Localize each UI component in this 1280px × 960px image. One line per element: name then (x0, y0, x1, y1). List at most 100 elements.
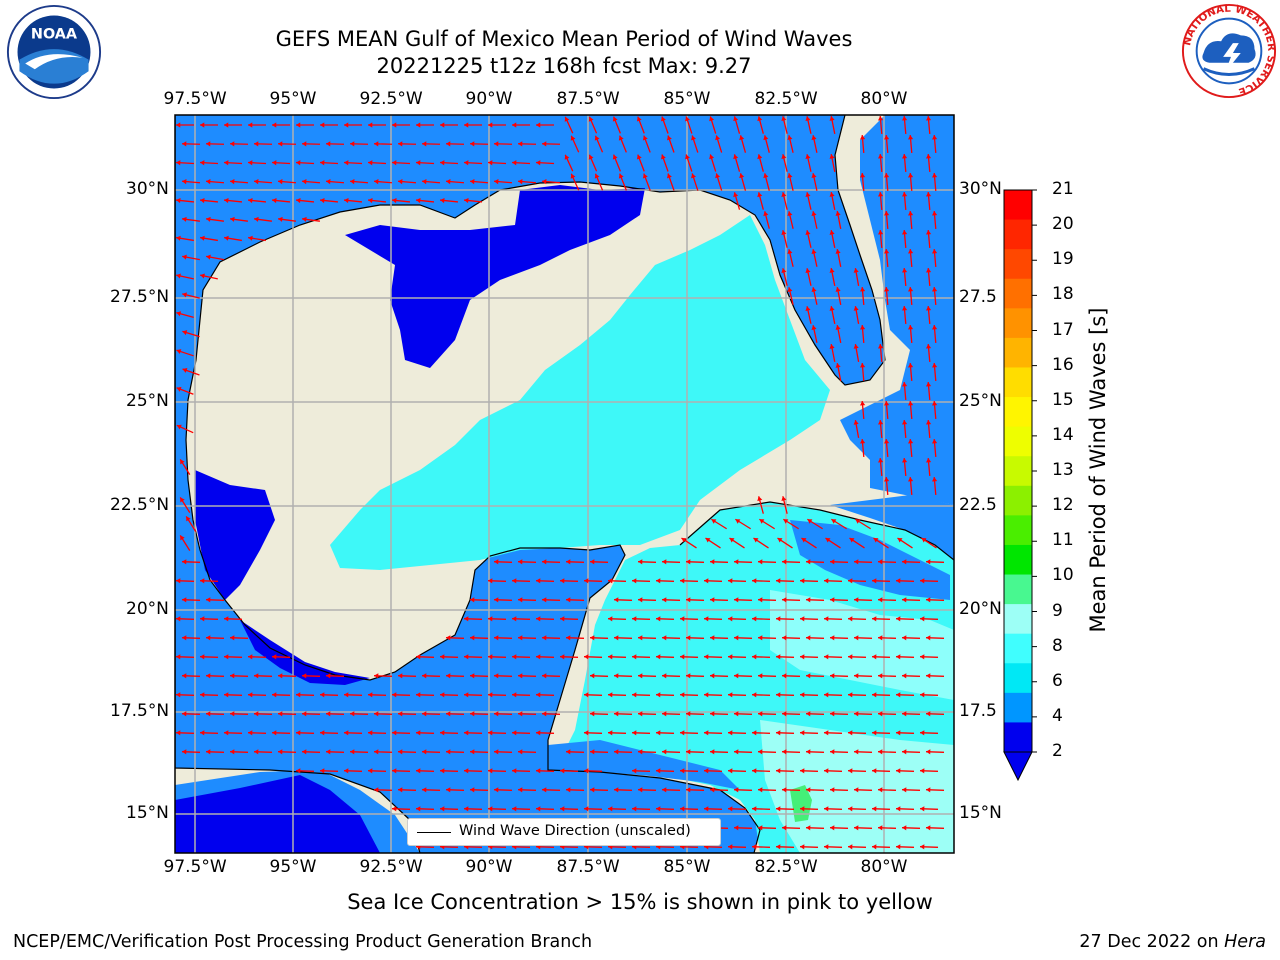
vector-head (824, 806, 829, 812)
vector-head (320, 160, 325, 166)
vector-head (733, 192, 739, 198)
vector-head (584, 654, 589, 660)
vector-head (884, 211, 890, 216)
vector-head (422, 711, 427, 717)
vector-head (902, 749, 907, 755)
vector-head (896, 806, 901, 812)
coordinate-label: 95°W (269, 89, 317, 109)
vector-head (296, 122, 301, 128)
sea-ice-caption: Sea Ice Concentration > 15% is shown in … (347, 890, 933, 914)
vector-head (704, 806, 709, 812)
vector-head (446, 787, 451, 793)
vector-head (230, 635, 235, 641)
vector-head (830, 711, 835, 717)
vector-head (806, 787, 811, 793)
vector-head (854, 749, 859, 755)
vector-head (908, 173, 914, 178)
vector-head (272, 122, 277, 128)
vector-head (853, 420, 859, 425)
vector-head (536, 768, 541, 774)
vector-head (398, 179, 403, 185)
vector-head (776, 654, 781, 660)
vector-head (763, 173, 769, 179)
vector-head (588, 154, 594, 160)
vector-head (176, 197, 181, 204)
vector-head (878, 192, 884, 197)
vector-head (848, 806, 853, 812)
vector-head (182, 597, 187, 603)
vector-head (464, 122, 469, 128)
vector-head (440, 730, 445, 736)
vector-head (614, 597, 619, 603)
colorbar-tick-label: 10 (1052, 565, 1074, 586)
vector-head (518, 787, 523, 793)
vector-head (446, 179, 451, 185)
vector-head (932, 173, 938, 178)
vector-head (566, 597, 571, 603)
vector-head (800, 616, 805, 622)
vector-head (704, 616, 709, 622)
vector-head (638, 711, 643, 717)
colorbar-swatch (1004, 663, 1032, 694)
vector-head (884, 135, 890, 140)
vector-head (787, 287, 793, 293)
vector-head (182, 559, 187, 565)
vector-head (374, 749, 379, 755)
colorbar-swatch (1004, 574, 1032, 605)
vector-head (806, 749, 811, 755)
vector-head (662, 635, 667, 641)
map-frame (174, 114, 955, 854)
vector-head (206, 673, 211, 679)
vector-head (920, 578, 925, 584)
vector-head (734, 597, 739, 603)
vector-head (638, 559, 643, 565)
vector-head (180, 535, 185, 541)
vector-head (224, 235, 229, 241)
vector-head (278, 216, 283, 222)
vector-head (416, 160, 421, 166)
vector-head (200, 273, 205, 279)
vector-head (176, 578, 181, 584)
vector-head (710, 673, 715, 679)
vector-head (176, 424, 182, 430)
coordinate-label: 87.5°W (556, 89, 620, 109)
vector-head (398, 673, 403, 679)
vector-head (932, 249, 938, 254)
colorbar-extend-arrow (1003, 751, 1033, 782)
colorbar-tick-label: 19 (1052, 249, 1074, 270)
vector-head (494, 749, 499, 755)
vector-head (182, 635, 187, 641)
coordinate-label: 15°N (959, 803, 1002, 823)
vector-head (806, 825, 811, 831)
vector-head (560, 806, 565, 812)
vector-head (302, 673, 307, 679)
vector-head (805, 230, 811, 235)
vector-head (662, 673, 667, 679)
vector-head (464, 768, 469, 774)
coordinate-label: 25°N (959, 391, 1002, 411)
vector-head (758, 559, 763, 565)
vector-head (805, 116, 811, 121)
vector-head (734, 711, 739, 717)
vector-head (783, 519, 789, 524)
vector-head (248, 235, 253, 241)
vector-head (926, 749, 931, 755)
vector-head (176, 386, 182, 392)
vector-head (884, 173, 890, 178)
vector-head (920, 654, 925, 660)
vector-head (182, 216, 187, 222)
coordinate-label: 20°N (126, 599, 169, 619)
vector-head (302, 141, 307, 147)
coordinate-label: 22.5°N (110, 495, 170, 515)
vector-head (854, 825, 859, 831)
vector-head (734, 749, 739, 755)
vector-head (570, 173, 576, 179)
vector-head (902, 420, 908, 425)
vector-head (932, 325, 938, 330)
vector-head (470, 787, 475, 793)
vector-head (902, 306, 908, 311)
vector-head (464, 692, 469, 698)
producer-footer: NCEP/EMC/Verification Post Processing Pr… (13, 932, 593, 952)
vector-head (494, 597, 499, 603)
coordinate-label: 25°N (126, 391, 169, 411)
